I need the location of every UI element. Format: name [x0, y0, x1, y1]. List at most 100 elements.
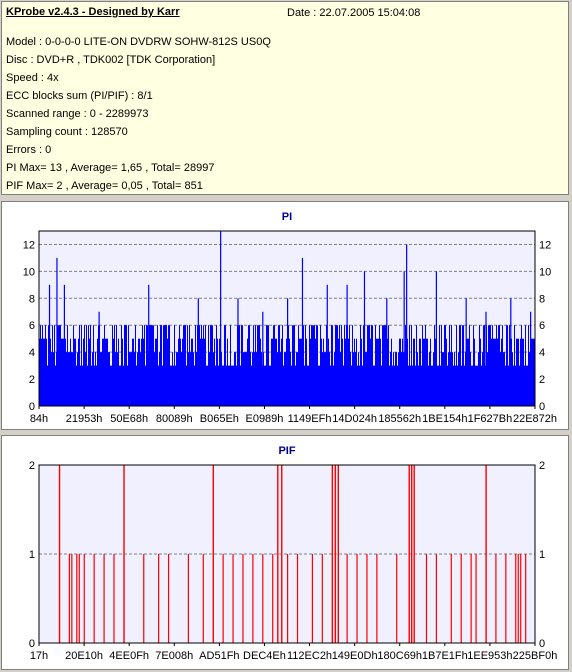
pi-bar — [241, 325, 242, 406]
pif-bar — [167, 554, 170, 643]
pi-bar — [320, 325, 321, 406]
pi-bar — [427, 338, 428, 406]
pi-bar — [316, 325, 317, 406]
pi-bar — [144, 325, 145, 406]
pi-bar — [492, 325, 493, 406]
pi-bar — [471, 365, 472, 406]
pi-bar — [355, 352, 356, 406]
y-tick-label-left: 0 — [29, 401, 35, 413]
pi-bar — [429, 352, 430, 406]
pi-bar — [497, 338, 498, 406]
pi-bar — [453, 365, 454, 406]
y-tick-label-right: 0 — [539, 638, 545, 650]
pi-bar — [209, 352, 210, 406]
pi-bar — [390, 352, 391, 406]
pi-bar — [60, 325, 61, 406]
pi-chart: PI 0 0 2 2 4 4 6 6 8 8 10 10 12 12 84h 21953h 50E68h 80089… — [23, 211, 557, 425]
pi-bar — [205, 325, 206, 406]
pi-bar — [296, 352, 297, 406]
pi-bar — [491, 338, 492, 406]
pi-bar — [523, 338, 524, 406]
pi-bar — [479, 325, 480, 406]
pi-bar — [225, 325, 226, 406]
pi-bar — [395, 352, 396, 406]
x-tick-label: 17h — [30, 650, 48, 662]
pi-bar — [127, 365, 128, 406]
pi-bar — [340, 352, 341, 406]
pi-bar — [531, 338, 532, 406]
pi-bar — [509, 325, 510, 406]
pi-bar — [396, 352, 397, 406]
pi-bar — [270, 365, 271, 406]
pif-chart: PIF 0 0 1 1 2 2 17h 20E10h 4EE0Fh 7E008h AD51Fh DEC4… — [29, 445, 557, 662]
pi-bar — [293, 325, 294, 406]
pif-bars — [58, 465, 527, 643]
pi-bar — [118, 338, 119, 406]
pif-bar — [425, 554, 428, 643]
pi-bar — [152, 325, 153, 406]
pi-bar — [215, 365, 216, 406]
pi-bar — [418, 365, 419, 406]
pi-bar — [246, 352, 247, 406]
pi-bar — [208, 325, 209, 406]
pi-bar — [365, 352, 366, 406]
pif-bar — [103, 554, 105, 643]
chart-title: PIF — [278, 445, 295, 457]
pif-bar — [272, 554, 274, 643]
pi-bar — [242, 325, 243, 406]
x-tick-label: 22E872h — [513, 413, 557, 425]
pi-bar — [358, 352, 359, 406]
pi-bar — [42, 325, 43, 406]
pif-bar — [321, 554, 323, 643]
y-tick-label-left: 2 — [29, 374, 35, 386]
pi-bar — [338, 338, 339, 406]
pi-bar — [286, 338, 287, 406]
pi-bar — [280, 352, 281, 406]
pi-bar — [194, 365, 195, 406]
pi-bar — [180, 338, 181, 406]
pi-bar — [356, 338, 357, 406]
pi-bar — [278, 325, 279, 406]
pi-bar — [187, 325, 188, 406]
pi-bar — [371, 325, 372, 406]
pi-bar — [430, 338, 431, 406]
pi-bar — [136, 365, 137, 406]
pi-spike — [406, 244, 408, 406]
pi-bar — [273, 325, 274, 406]
pi-bar — [76, 365, 77, 406]
pif-bar — [187, 554, 189, 643]
pi-bar — [100, 352, 101, 406]
pif-bar — [83, 554, 85, 643]
pi-spike — [165, 325, 167, 406]
pi-bar — [503, 352, 504, 406]
y-tick-label-left: 8 — [29, 293, 35, 305]
pi-bar — [81, 325, 82, 406]
info-errors: Errors : 0 — [6, 144, 52, 156]
pif-bar — [287, 554, 289, 643]
pif-bar — [222, 554, 224, 643]
pi-bar — [401, 352, 402, 406]
pi-bar — [433, 352, 434, 406]
pi-bar — [189, 325, 190, 406]
pif-bar — [58, 465, 61, 643]
pi-spike — [197, 298, 199, 406]
pi-bar — [186, 365, 187, 406]
pi-bar — [231, 365, 232, 406]
pif-bar — [470, 554, 472, 643]
pi-bar — [233, 365, 234, 406]
pif-bar — [71, 554, 73, 643]
pi-bar — [253, 325, 254, 406]
pi-bar — [274, 325, 275, 406]
pi-bar — [252, 352, 253, 406]
pi-bar — [116, 325, 117, 406]
pi-bar — [120, 365, 121, 406]
pi-bar — [505, 365, 506, 406]
pi-bar — [326, 325, 327, 406]
pi-spike — [148, 284, 150, 406]
pi-bar — [259, 325, 260, 406]
pi-bar — [200, 338, 201, 406]
x-tick-label: E0989h — [245, 413, 283, 425]
pi-bar — [101, 352, 102, 406]
x-tick-label: 112EC2h — [287, 650, 332, 662]
pi-bar — [298, 325, 299, 406]
